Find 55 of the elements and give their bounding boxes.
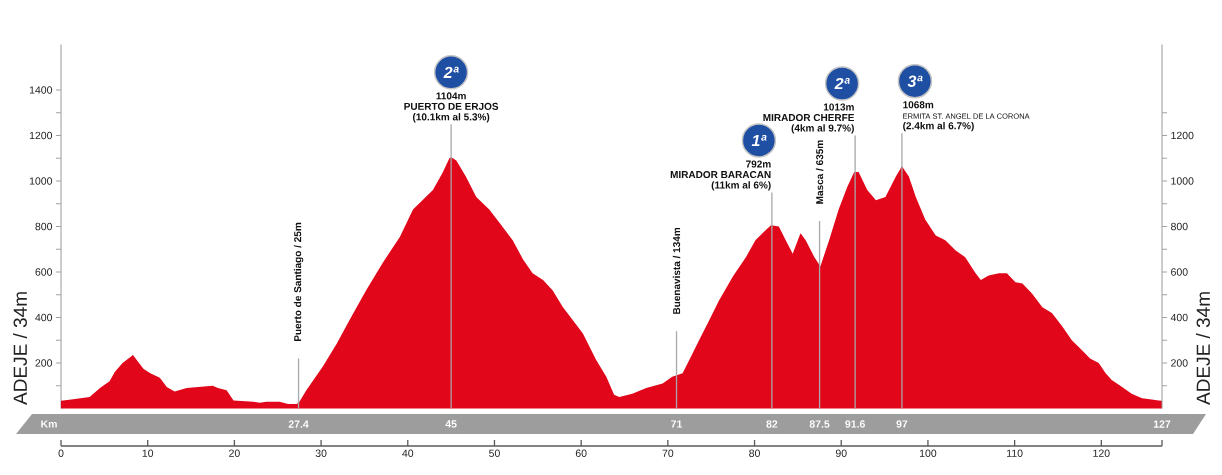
x-tick-label: 110 — [1007, 449, 1023, 457]
annotation: 1ª — [751, 134, 767, 147]
ref-line-label: Buenavista / 134m — [672, 227, 681, 314]
annotation: 2ª — [834, 77, 850, 90]
x2-tick-label: 45 — [445, 420, 457, 428]
annotation: 792m — [746, 160, 771, 168]
y2-tick-label: 400 — [1170, 313, 1188, 322]
annotation: 2ª — [443, 66, 459, 78]
annotation: 1013m — [823, 103, 854, 111]
x-tick-label: 30 — [315, 449, 327, 457]
y-axis-title: ADEJE / 34m — [13, 292, 27, 405]
annotation: (4km al 9.7%) — [791, 124, 854, 134]
x2-tick-label: 27.4 — [288, 420, 309, 428]
y-tick-label: 1200 — [29, 131, 53, 140]
x-tick-label: 10 — [142, 449, 154, 457]
x-tick-label: 120 — [1093, 449, 1110, 457]
annotation: (2.4km al 6.7%) — [903, 121, 974, 132]
y-tick-label: 600 — [35, 268, 53, 276]
x-tick-label: 70 — [662, 449, 674, 457]
y-tick-label: 1400 — [29, 86, 53, 94]
y-tick-label: 200 — [35, 359, 53, 367]
x2-tick-label: 91.6 — [845, 420, 865, 428]
annotation: MIRADOR BARACAN — [670, 171, 771, 179]
x2-tick-label: 82 — [766, 420, 778, 428]
annotation: PUERTO DE ERJOS — [404, 102, 499, 110]
y-tick-label: 800 — [35, 222, 53, 231]
x2-tick-label: 87.5 — [809, 420, 830, 428]
x-tick-label: 0 — [58, 449, 64, 457]
x-tick-label: 90 — [835, 449, 847, 457]
x-tick-label: 40 — [402, 449, 414, 457]
x-tick-label: 80 — [749, 449, 760, 457]
ref-line-label: Masca / 635m — [815, 140, 824, 204]
y2-tick-label: 800 — [1171, 222, 1188, 231]
y-tick-label: 400 — [35, 313, 53, 322]
annotation: (10.1km al 5.3%) — [413, 113, 490, 123]
x2-tick-label: 71 — [671, 420, 683, 428]
y2-tick-label: 200 — [1171, 359, 1188, 367]
annotation: MIRADOR CHERFE — [763, 114, 855, 122]
x2-tick-label: 97 — [896, 420, 908, 428]
y2-tick-label: 1200 — [1171, 131, 1194, 140]
x-tick-label: 50 — [489, 449, 500, 457]
x2-tick-label: 127 — [1153, 420, 1171, 428]
y2-tick-label: 1000 — [1171, 177, 1194, 185]
x-tick-label: 60 — [575, 449, 587, 457]
y2-tick-label: 600 — [1171, 268, 1188, 276]
ref-line-label: Puerto de Santiago / 25m — [293, 222, 304, 342]
annotation: 1068m — [903, 101, 934, 109]
annotation: 3ª — [907, 75, 923, 87]
x-tick-label: 100 — [919, 449, 937, 457]
x-tick-label: 20 — [229, 449, 240, 457]
y-tick-label: 1000 — [29, 177, 53, 185]
annotation: 1104m — [436, 92, 466, 100]
x2-axis-title: Km — [41, 420, 57, 428]
annotation: (11km al 6%) — [711, 181, 771, 191]
y2-axis-title: ADEJE / 34m — [1196, 292, 1210, 405]
